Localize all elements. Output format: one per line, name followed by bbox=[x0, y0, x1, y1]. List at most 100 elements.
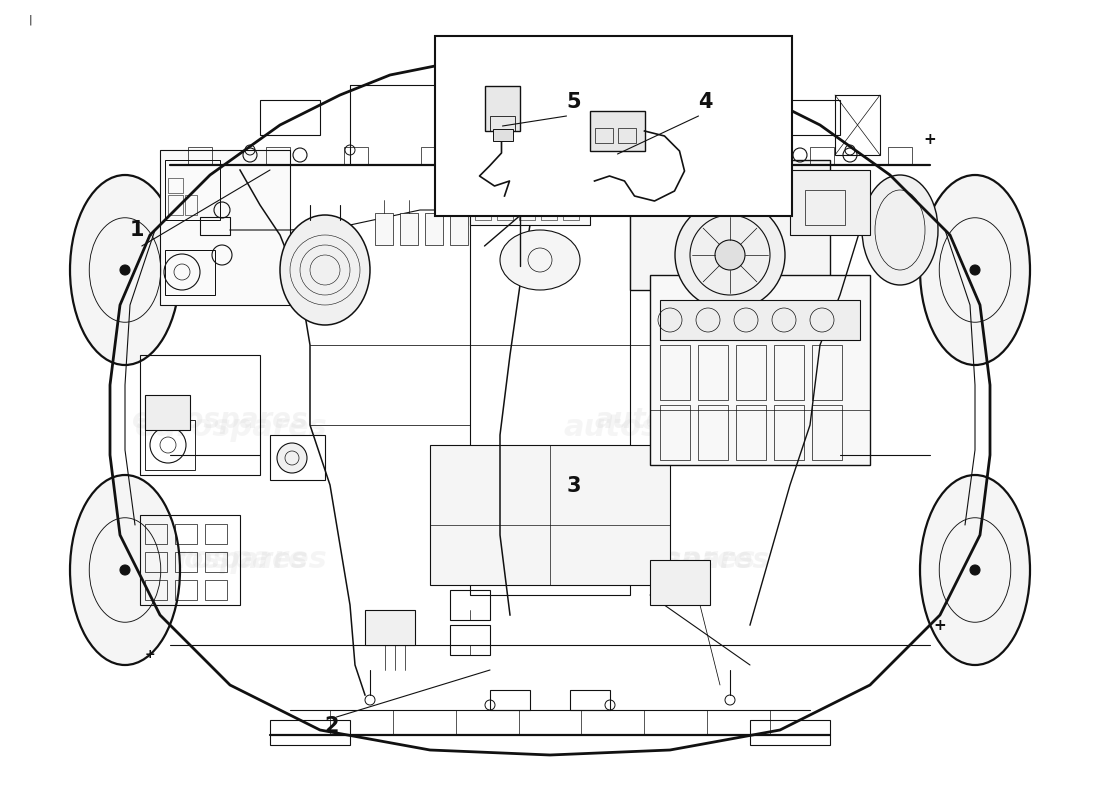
Bar bbox=[343, 147, 367, 165]
Bar bbox=[888, 147, 912, 165]
Text: +: + bbox=[145, 649, 155, 662]
Circle shape bbox=[120, 265, 130, 275]
Bar bbox=[475, 204, 491, 220]
Ellipse shape bbox=[920, 475, 1030, 665]
Bar bbox=[493, 129, 513, 141]
Bar bbox=[660, 345, 690, 400]
Bar bbox=[168, 178, 183, 193]
Bar bbox=[519, 182, 535, 198]
Bar bbox=[270, 720, 350, 745]
Bar bbox=[450, 590, 490, 620]
Bar bbox=[563, 182, 579, 198]
Bar bbox=[145, 395, 190, 430]
Bar bbox=[805, 190, 845, 225]
Ellipse shape bbox=[280, 215, 370, 325]
Ellipse shape bbox=[70, 175, 180, 365]
Bar bbox=[750, 720, 830, 745]
Circle shape bbox=[277, 443, 307, 473]
Bar bbox=[812, 345, 842, 400]
Bar bbox=[434, 36, 792, 216]
Bar bbox=[421, 147, 446, 165]
Text: 1: 1 bbox=[130, 220, 144, 240]
Bar bbox=[497, 204, 513, 220]
Ellipse shape bbox=[500, 230, 580, 290]
Bar bbox=[650, 560, 710, 605]
Bar bbox=[270, 435, 324, 480]
Text: eurospares: eurospares bbox=[134, 546, 328, 574]
Circle shape bbox=[715, 240, 745, 270]
Bar bbox=[145, 420, 195, 470]
Bar bbox=[450, 625, 490, 655]
Bar bbox=[650, 275, 870, 465]
Circle shape bbox=[970, 565, 980, 575]
Bar bbox=[790, 170, 870, 235]
Text: +: + bbox=[924, 133, 936, 147]
Text: autospares: autospares bbox=[594, 546, 770, 574]
Bar bbox=[835, 95, 880, 155]
Bar bbox=[660, 405, 690, 460]
Text: eurospares: eurospares bbox=[132, 406, 308, 434]
Bar bbox=[725, 165, 755, 190]
Bar bbox=[205, 580, 227, 600]
Bar bbox=[660, 300, 860, 340]
Text: +: + bbox=[934, 618, 946, 633]
Bar bbox=[165, 250, 214, 295]
Bar bbox=[811, 147, 834, 165]
Bar bbox=[430, 445, 670, 585]
Bar bbox=[470, 170, 590, 225]
Bar bbox=[260, 100, 320, 135]
Text: eurospares: eurospares bbox=[132, 546, 308, 574]
Bar bbox=[200, 217, 230, 235]
Bar bbox=[620, 165, 675, 200]
Bar bbox=[733, 147, 757, 165]
Bar bbox=[780, 100, 840, 135]
Bar bbox=[185, 195, 197, 215]
Text: 2: 2 bbox=[324, 716, 339, 736]
Bar bbox=[736, 405, 766, 460]
Bar bbox=[145, 580, 167, 600]
Ellipse shape bbox=[920, 175, 1030, 365]
Text: eurospares: eurospares bbox=[134, 414, 328, 442]
Bar bbox=[450, 213, 468, 245]
Bar bbox=[375, 213, 393, 245]
Bar bbox=[490, 116, 515, 131]
Bar bbox=[698, 345, 728, 400]
Bar bbox=[140, 515, 240, 605]
Bar bbox=[175, 552, 197, 572]
Bar bbox=[519, 204, 535, 220]
Bar bbox=[654, 147, 679, 165]
Bar bbox=[541, 182, 557, 198]
Bar bbox=[475, 182, 491, 198]
Circle shape bbox=[120, 565, 130, 575]
Bar bbox=[499, 147, 524, 165]
Bar bbox=[590, 111, 645, 151]
Text: autospares: autospares bbox=[594, 406, 770, 434]
Text: 5: 5 bbox=[566, 92, 581, 112]
Ellipse shape bbox=[862, 175, 938, 285]
Text: |: | bbox=[29, 14, 32, 26]
Bar bbox=[774, 405, 804, 460]
Bar bbox=[205, 524, 227, 544]
Bar bbox=[140, 355, 260, 475]
Bar bbox=[698, 405, 728, 460]
Bar bbox=[145, 524, 167, 544]
Bar bbox=[576, 147, 601, 165]
Bar bbox=[470, 205, 630, 595]
Bar bbox=[168, 195, 183, 215]
Bar bbox=[736, 345, 766, 400]
Bar bbox=[774, 345, 804, 400]
Bar bbox=[594, 128, 613, 143]
Circle shape bbox=[675, 200, 785, 310]
Bar bbox=[205, 552, 227, 572]
Bar bbox=[400, 213, 418, 245]
Text: autospares: autospares bbox=[564, 414, 756, 442]
Bar bbox=[365, 610, 415, 645]
Bar bbox=[570, 690, 611, 710]
Bar bbox=[175, 580, 197, 600]
Bar bbox=[188, 147, 212, 165]
Bar bbox=[165, 160, 220, 220]
Text: 4: 4 bbox=[698, 92, 713, 112]
Bar bbox=[484, 86, 519, 131]
Circle shape bbox=[970, 265, 980, 275]
Bar bbox=[175, 524, 197, 544]
